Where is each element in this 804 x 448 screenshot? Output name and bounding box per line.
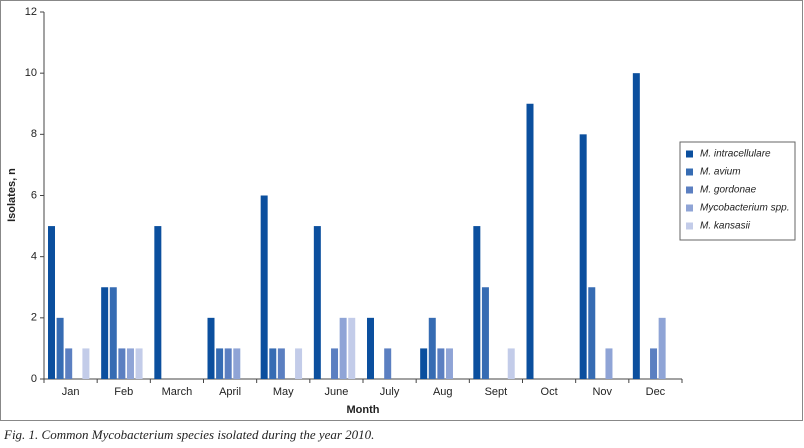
y-tick-label: 4 (31, 251, 37, 263)
x-axis-label: Month (347, 404, 380, 416)
legend-label: Mycobacterium spp. (700, 203, 789, 214)
x-tick-label: Oct (541, 386, 558, 398)
bar (82, 348, 90, 379)
bar (579, 134, 587, 379)
y-tick-label: 0 (31, 373, 37, 385)
bar (507, 348, 515, 379)
legend-swatch (686, 222, 693, 230)
bar (588, 287, 596, 379)
bar (437, 348, 445, 379)
y-tick-label: 12 (25, 6, 37, 18)
bar (101, 287, 109, 379)
x-tick-label: April (219, 386, 241, 398)
y-tick-label: 2 (31, 312, 37, 324)
y-tick-label: 6 (31, 189, 37, 201)
bar (384, 348, 392, 379)
bar (473, 226, 481, 379)
bar (126, 348, 134, 379)
bar (48, 226, 55, 379)
bar (313, 226, 321, 379)
chart-frame (0, 0, 803, 421)
bar (331, 348, 339, 379)
bar (154, 226, 162, 379)
y-tick-label: 8 (31, 128, 37, 140)
legend-label: M. gordonae (700, 185, 757, 196)
bar (339, 317, 347, 379)
bar (367, 317, 374, 379)
bar (233, 348, 241, 379)
x-tick-label: Nov (592, 386, 612, 398)
bar (207, 317, 215, 379)
bar (216, 348, 224, 379)
x-tick-label: Aug (433, 386, 453, 398)
x-tick-label: Feb (114, 386, 133, 398)
legend-swatch (686, 150, 693, 158)
bar (428, 317, 436, 379)
legend-swatch (686, 168, 693, 176)
bar (118, 348, 126, 379)
bar (632, 73, 640, 380)
bar (348, 317, 356, 379)
bar (65, 348, 73, 379)
legend-box (679, 141, 796, 241)
caption: Fig. 1. Common Mycobacterium species iso… (4, 427, 375, 442)
legend-label: M. kansasii (700, 221, 751, 232)
x-tick-label: May (273, 386, 294, 398)
bar (445, 348, 453, 379)
bar (224, 348, 232, 379)
bar (658, 317, 666, 379)
bar (269, 348, 277, 379)
x-tick-label: Sept (485, 386, 508, 398)
bar (481, 287, 489, 379)
bar (420, 348, 428, 379)
y-tick-label: 10 (25, 67, 37, 79)
bar (135, 348, 143, 379)
x-tick-label: Jan (62, 386, 80, 398)
x-tick-label: Dec (646, 386, 666, 398)
x-tick-label: June (324, 386, 348, 398)
bar (56, 317, 64, 379)
bar (295, 348, 303, 379)
legend-label: M. avium (700, 167, 741, 178)
bar (277, 348, 285, 379)
bar (650, 348, 658, 379)
bar (605, 348, 613, 379)
bar (260, 195, 268, 379)
x-tick-label: July (380, 386, 400, 398)
x-tick-label: March (162, 386, 193, 398)
legend-label: M. intracellulare (700, 149, 771, 160)
y-axis-label: Isolates, n (6, 168, 18, 222)
legend-swatch (686, 204, 693, 212)
bar (526, 103, 534, 379)
legend-swatch (686, 186, 693, 194)
bar (109, 287, 117, 379)
